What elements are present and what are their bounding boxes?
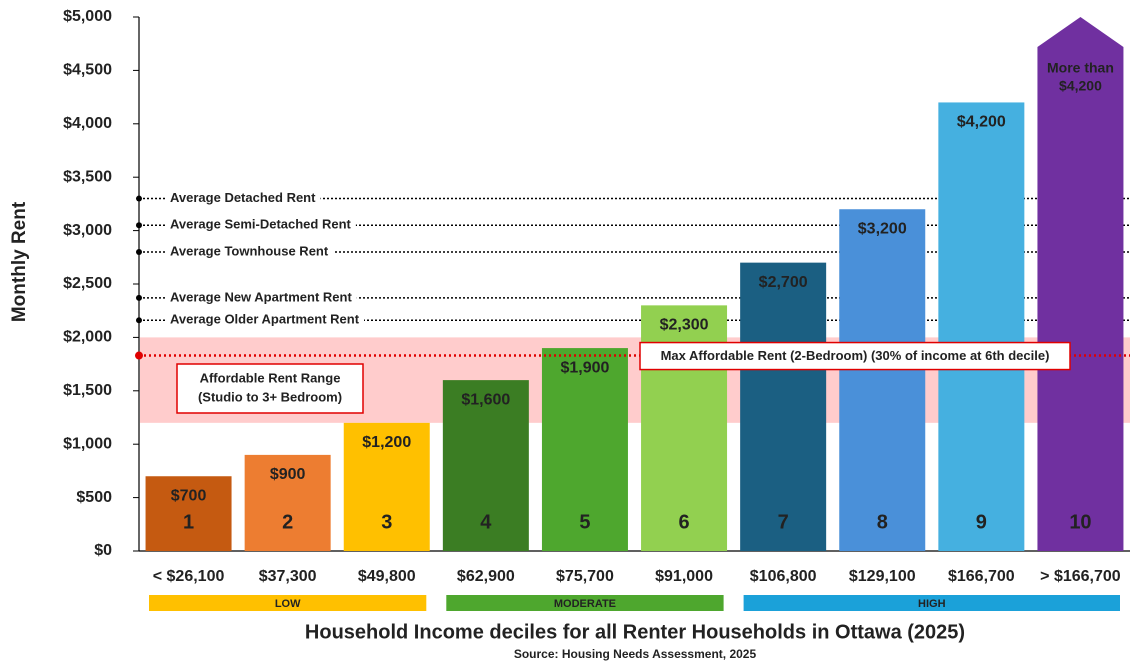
group-label: LOW [275,598,301,610]
y-tick-label: $4,000 [63,115,112,132]
bar-number: 1 [183,511,194,533]
reference-label-bg [165,289,357,306]
bar-note: More than [1047,60,1114,76]
x-tick-label: $106,800 [750,568,817,585]
x-tick-label: $75,700 [556,568,614,585]
reference-label-bg [165,243,334,260]
value-label: $3,200 [858,220,907,237]
reference-label: Average Townhouse Rent [170,243,329,258]
bar [442,380,529,551]
bar [839,209,926,552]
reference-label-bg [165,190,321,207]
value-label: $4,200 [957,114,1006,131]
reference-dot [136,294,142,301]
x-tick-label: $62,900 [457,568,515,585]
chart-title: Household Income deciles for all Renter … [305,621,965,643]
value-label: $1,600 [461,391,510,408]
value-label: $1,900 [560,359,609,376]
y-tick-label: $3,000 [63,222,112,239]
group-bar [149,595,427,611]
value-label: $2,300 [660,317,709,334]
x-tick-label: $37,300 [259,568,317,585]
affordable-label: Affordable Rent Range [200,370,341,385]
affordable-box [176,363,364,414]
max-affordable-dot [135,351,143,360]
bar [244,454,331,551]
bar [938,102,1025,551]
bar-number: 8 [877,511,888,533]
max-affordable-label: Max Affordable Rent (2-Bedroom) (30% of … [661,348,1050,363]
bar [343,422,430,551]
value-label: $1,200 [362,434,411,451]
bar-number: 4 [480,511,492,533]
max-affordable-box [639,341,1071,371]
group-bar [743,595,1120,611]
bar-number: 10 [1069,511,1091,533]
reference-label-bg [165,217,356,234]
y-tick-label: $3,500 [63,168,112,185]
bar-number: 6 [678,511,689,533]
reference-label: Average New Apartment Rent [170,289,352,304]
x-tick-label: < $26,100 [153,568,225,585]
reference-label: Average Detached Rent [170,190,316,205]
bar [740,262,827,551]
y-tick-label: $1,000 [63,435,112,452]
x-tick-label: > $166,700 [1040,568,1121,585]
bar [541,348,628,551]
source: Source: Housing Needs Assessment, 2025 [514,647,757,661]
bar-note: $4,200 [1059,78,1102,94]
y-tick-label: $2,500 [63,275,112,292]
y-tick-label: $1,500 [63,382,112,399]
x-tick-label: $166,700 [948,568,1015,585]
bar-number: 9 [976,511,987,533]
value-label: $700 [171,487,207,504]
bar-number: 3 [381,511,392,533]
group-bar [446,595,724,611]
reference-label-bg [165,312,365,329]
value-label: $2,700 [759,274,808,291]
value-label: $900 [270,466,306,483]
reference-dot [136,248,142,255]
bar-number: 7 [778,511,789,533]
bar [1037,17,1124,551]
y-tick-label: $2,000 [63,329,112,346]
x-tick-label: $49,800 [358,568,416,585]
group-label: MODERATE [554,598,616,610]
y-tick-label: $5,000 [63,8,112,25]
bar-number: 5 [579,511,590,533]
reference-dot [136,222,142,229]
y-tick-label: $500 [76,489,112,506]
group-label: HIGH [918,598,946,610]
y-tick-label: $0 [94,542,112,559]
x-tick-label: $129,100 [849,568,916,585]
bar [145,476,232,551]
bar-number: 2 [282,511,293,533]
affordable-label: (Studio to 3+ Bedroom) [198,389,342,404]
reference-dot [136,195,142,202]
reference-label: Average Older Apartment Rent [170,312,360,327]
y-axis-label: Monthly Rent [9,201,30,322]
reference-label: Average Semi-Detached Rent [170,217,352,232]
reference-dot [136,317,142,324]
x-tick-label: $91,000 [655,568,713,585]
y-tick-label: $4,500 [63,62,112,79]
